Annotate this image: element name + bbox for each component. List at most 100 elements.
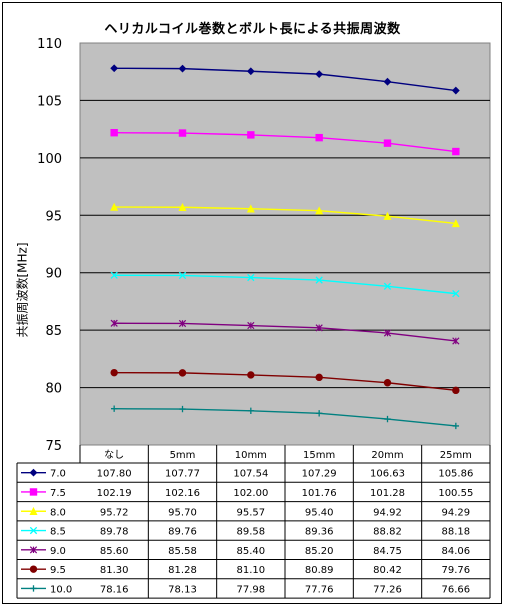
table-value-cell: 106.63 [370,469,405,480]
data-point [452,337,460,345]
legend-series-name: 9.0 [50,546,66,557]
x-category-label: 15mm [303,450,335,461]
y-tick-label: 100 [37,152,62,167]
table-value-cell: 95.70 [168,507,197,518]
y-tick-label: 80 [45,382,62,397]
data-point [315,324,323,332]
table-value-cell: 85.20 [305,546,334,557]
legend-series-name: 8.5 [50,527,66,538]
legend-series-name: 10.0 [50,584,72,595]
data-point [383,329,392,337]
data-point [246,204,255,213]
data-point [452,147,460,156]
data-point [383,282,392,290]
data-point [315,70,324,79]
series-line [114,132,456,153]
data-point [179,405,186,413]
data-point [451,86,460,95]
x-category-label: 25mm [440,450,472,461]
data-point [178,202,187,211]
series-line [114,67,456,92]
data-point [247,273,255,282]
data-point [178,64,187,73]
data-point [178,129,187,137]
data-point [315,206,324,215]
table-value-cell: 80.89 [305,565,334,576]
data-point [110,368,118,377]
legend-key-marker [29,468,38,477]
table-value-cell: 85.58 [168,546,197,557]
legend-key-marker [29,565,38,573]
data-point [452,386,460,395]
table-value-cell: 77.76 [305,584,334,595]
table-value-cell: 105.86 [438,469,473,480]
data-point [247,131,255,139]
table-value-cell: 81.30 [100,565,129,576]
legend-series-name: 8.0 [50,507,66,518]
table-value-cell: 76.66 [442,584,471,595]
legend-series-name: 9.5 [50,565,66,576]
y-tick-label: 95 [45,209,62,224]
table-value-cell: 81.28 [168,565,197,576]
table-value-cell: 89.58 [237,527,266,538]
data-point [247,371,255,379]
table-value-cell: 94.92 [373,507,402,518]
table-value-cell: 101.76 [302,488,337,499]
table-value-cell: 81.10 [237,565,266,576]
table-value-cell: 107.77 [165,469,200,480]
table-value-cell: 78.16 [100,584,129,595]
y-tick-label: 110 [37,37,62,52]
data-point [452,289,460,298]
table-value-cell: 78.13 [168,584,197,595]
y-tick-label: 105 [37,94,62,109]
table-value-cell: 84.75 [373,546,402,557]
table-value-cell: 88.82 [373,527,402,538]
table-value-cell: 102.00 [233,488,268,499]
table-value-cell: 102.19 [97,488,132,499]
data-point [246,67,255,76]
plot-area [79,42,491,446]
data-point [383,211,392,220]
legend-series-name: 7.0 [50,469,66,480]
data-point [451,219,460,228]
legend-key-marker [30,585,37,592]
table-value-cell: 95.72 [100,507,129,518]
data-point [110,202,119,211]
y-tick-label: 90 [45,267,62,282]
series-line [114,371,456,392]
y-tick-label: 75 [45,439,62,454]
data-point [247,321,255,330]
data-point [110,405,118,412]
series-line [114,274,456,295]
table-value-cell: 77.98 [237,584,266,595]
data-point [315,276,323,284]
table-value-cell: 89.78 [100,527,129,538]
data-point [178,319,187,328]
legend-key-marker [29,526,38,535]
data-point [452,422,460,430]
data-point [178,271,187,280]
chart-title: ヘリカルコイル巻数とボルト長による共振周波数 [104,22,401,37]
x-category-label: 20mm [371,450,403,461]
table-value-cell: 95.40 [305,507,334,518]
series-line [114,206,456,225]
legend-key-marker [29,488,38,496]
table-value-cell: 102.16 [165,488,200,499]
series-line [114,408,456,427]
table-value-cell: 85.60 [100,546,129,557]
data-point [315,373,323,382]
data-point [110,319,118,327]
data-point [315,133,323,142]
x-category-label: 5mm [170,450,196,461]
data-point [110,129,118,137]
table-value-cell: 100.55 [438,488,473,499]
table-value-cell: 89.76 [168,527,197,538]
table-value-cell: 88.18 [442,527,471,538]
data-point [178,369,187,377]
table-value-cell: 101.28 [370,488,405,499]
table-value-cell: 80.42 [373,565,402,576]
table-value-cell: 107.80 [97,469,132,480]
data-point [315,410,323,417]
table-value-cell: 85.40 [237,546,266,557]
